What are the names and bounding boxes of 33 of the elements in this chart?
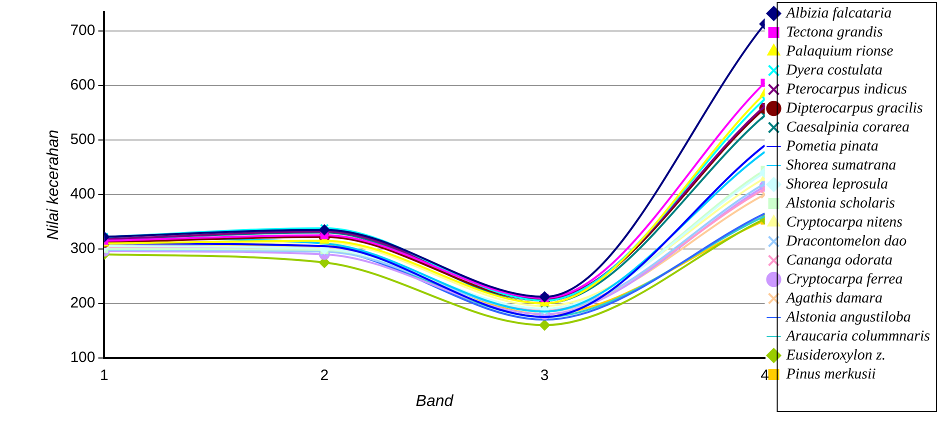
x-tick-label: 3	[540, 366, 549, 384]
legend-label: Shorea leprosula	[786, 176, 888, 192]
y-axis-title: Nilai kecerahan	[45, 130, 62, 240]
legend-label: Cryptocarpa nitens	[786, 214, 903, 230]
legend-label: Alstonia scholaris	[785, 195, 896, 212]
legend-label: Dracontomelon dao	[785, 233, 908, 250]
y-tick-label: 200	[70, 294, 96, 312]
x-axis-title: Band	[416, 392, 454, 410]
legend-label: Caesalpinia corarea	[786, 119, 910, 136]
x-tick-label: 1	[100, 366, 108, 384]
y-tick-label: 500	[70, 131, 96, 148]
legend-label: Eusideroxylon z.	[785, 347, 886, 364]
legend-label: Pinus merkusii	[785, 366, 876, 382]
legend-label: Araucaria colummnaris	[785, 328, 930, 344]
legend-label: Tectona grandis	[786, 24, 883, 40]
legend-label: Cryptocarpa ferrea	[786, 271, 903, 288]
legend-label: Cananga odorata	[786, 252, 893, 268]
legend-label: Albizia falcataria	[785, 5, 892, 22]
legend-label: Palaquium rionse	[785, 43, 894, 60]
y-tick-label: 600	[70, 76, 96, 94]
legend-label: Pterocarpus indicus	[785, 81, 908, 98]
legend-label: Agathis damara	[785, 290, 883, 306]
legend-label: Shorea sumatrana	[786, 157, 896, 174]
y-tick-label: 100	[70, 348, 96, 366]
legend-label: Dyera costulata	[785, 62, 882, 78]
y-tick-label: 700	[70, 22, 96, 40]
legend-label: Pometia pinata	[785, 138, 878, 154]
y-tick-label: 400	[70, 186, 96, 203]
x-tick-label: 4	[760, 366, 769, 384]
legend-label: Dipterocarpus gracilis	[785, 100, 923, 116]
legend-label: Alstonia angustiloba	[785, 309, 911, 326]
x-tick-label: 2	[320, 366, 329, 384]
y-tick-label: 300	[70, 240, 96, 258]
